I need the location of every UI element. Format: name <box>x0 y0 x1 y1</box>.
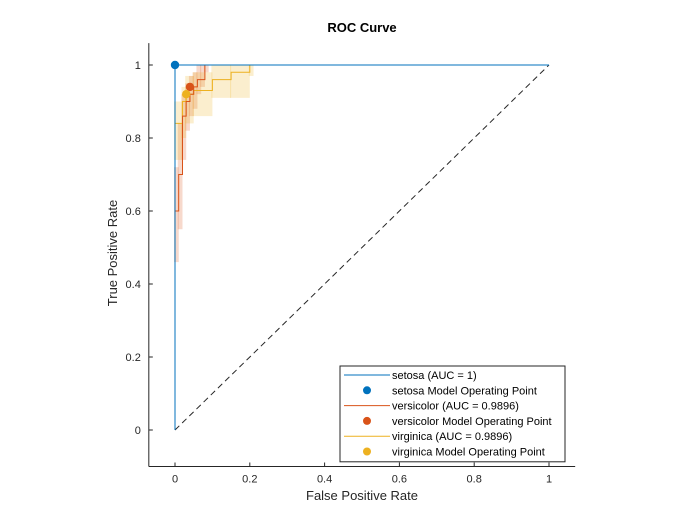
virginica-confidence-band <box>248 65 254 76</box>
roc-curves <box>174 64 549 430</box>
virginica-confidence-band <box>211 65 232 98</box>
virginica-confidence-band <box>192 72 213 117</box>
x-ticks: 0 0.2 0.4 0.6 0.8 1 <box>172 462 552 486</box>
versicolor-confidence-band <box>200 65 205 87</box>
legend: setosa (AUC = 1) setosa Model Operating P… <box>339 365 566 463</box>
setosa-roc-curve <box>174 64 549 430</box>
virginica-operating-point <box>182 90 191 99</box>
chance-reference-line <box>174 64 550 431</box>
versicolor-roc-curve <box>174 64 549 430</box>
versicolor-confidence-band <box>177 123 183 230</box>
legend-entry-label: versicolor Model Operating Point <box>392 416 552 428</box>
legend-entry-label: virginica (AUC = 0.9896) <box>392 431 512 443</box>
legend-box <box>339 365 566 463</box>
operating-points <box>170 60 195 99</box>
versicolor-confidence-band <box>188 75 194 117</box>
legend-marker-swatch <box>363 447 371 456</box>
versicolor-confidence-band <box>185 83 190 131</box>
y-tick-label: 1 <box>135 60 141 72</box>
setosa-operating-point <box>170 60 180 70</box>
y-tick-label: 0.6 <box>126 206 141 218</box>
legend-entry-label: virginica Model Operating Point <box>392 447 545 459</box>
plot-area <box>170 60 550 431</box>
x-tick-label: 0.4 <box>317 474 332 486</box>
versicolor-operating-point <box>185 82 195 92</box>
legend-marker-swatch <box>363 386 371 395</box>
chart-title: ROC Curve <box>327 20 396 35</box>
virginica-confidence-band <box>230 65 250 98</box>
legend-marker-swatch <box>363 416 371 425</box>
x-tick-label: 0.8 <box>467 474 482 486</box>
axes: 0 0.2 0.4 0.6 0.8 1 0 0.2 0.4 0.6 0.8 1 <box>126 43 576 486</box>
x-tick-label: 0.2 <box>242 474 257 486</box>
versicolor-confidence-band <box>181 94 187 160</box>
versicolor-confidence-band <box>174 167 179 263</box>
versicolor-confidence-band <box>203 65 209 73</box>
reference-line-group <box>174 64 550 431</box>
y-tick-label: 0.4 <box>126 279 141 291</box>
y-axis-label: True Positive Rate <box>105 200 120 306</box>
legend-entry-label: versicolor (AUC = 0.9896) <box>392 401 519 413</box>
x-tick-label: 0.6 <box>392 474 407 486</box>
y-tick-label: 0 <box>135 425 141 437</box>
virginica-confidence-band <box>181 86 187 138</box>
virginica-confidence-band <box>174 101 183 160</box>
virginica-confidence-band <box>185 75 194 124</box>
legend-entry-label: setosa Model Operating Point <box>392 385 537 397</box>
y-ticks: 0 0.2 0.4 0.6 0.8 1 <box>126 60 153 437</box>
legend-entry-label: setosa (AUC = 1) <box>392 370 477 382</box>
x-axis-label: False Positive Rate <box>306 488 418 503</box>
y-tick-label: 0.2 <box>126 352 141 364</box>
y-tick-label: 0.8 <box>126 133 141 145</box>
x-tick-label: 0 <box>172 474 178 486</box>
x-tick-label: 1 <box>546 474 552 486</box>
